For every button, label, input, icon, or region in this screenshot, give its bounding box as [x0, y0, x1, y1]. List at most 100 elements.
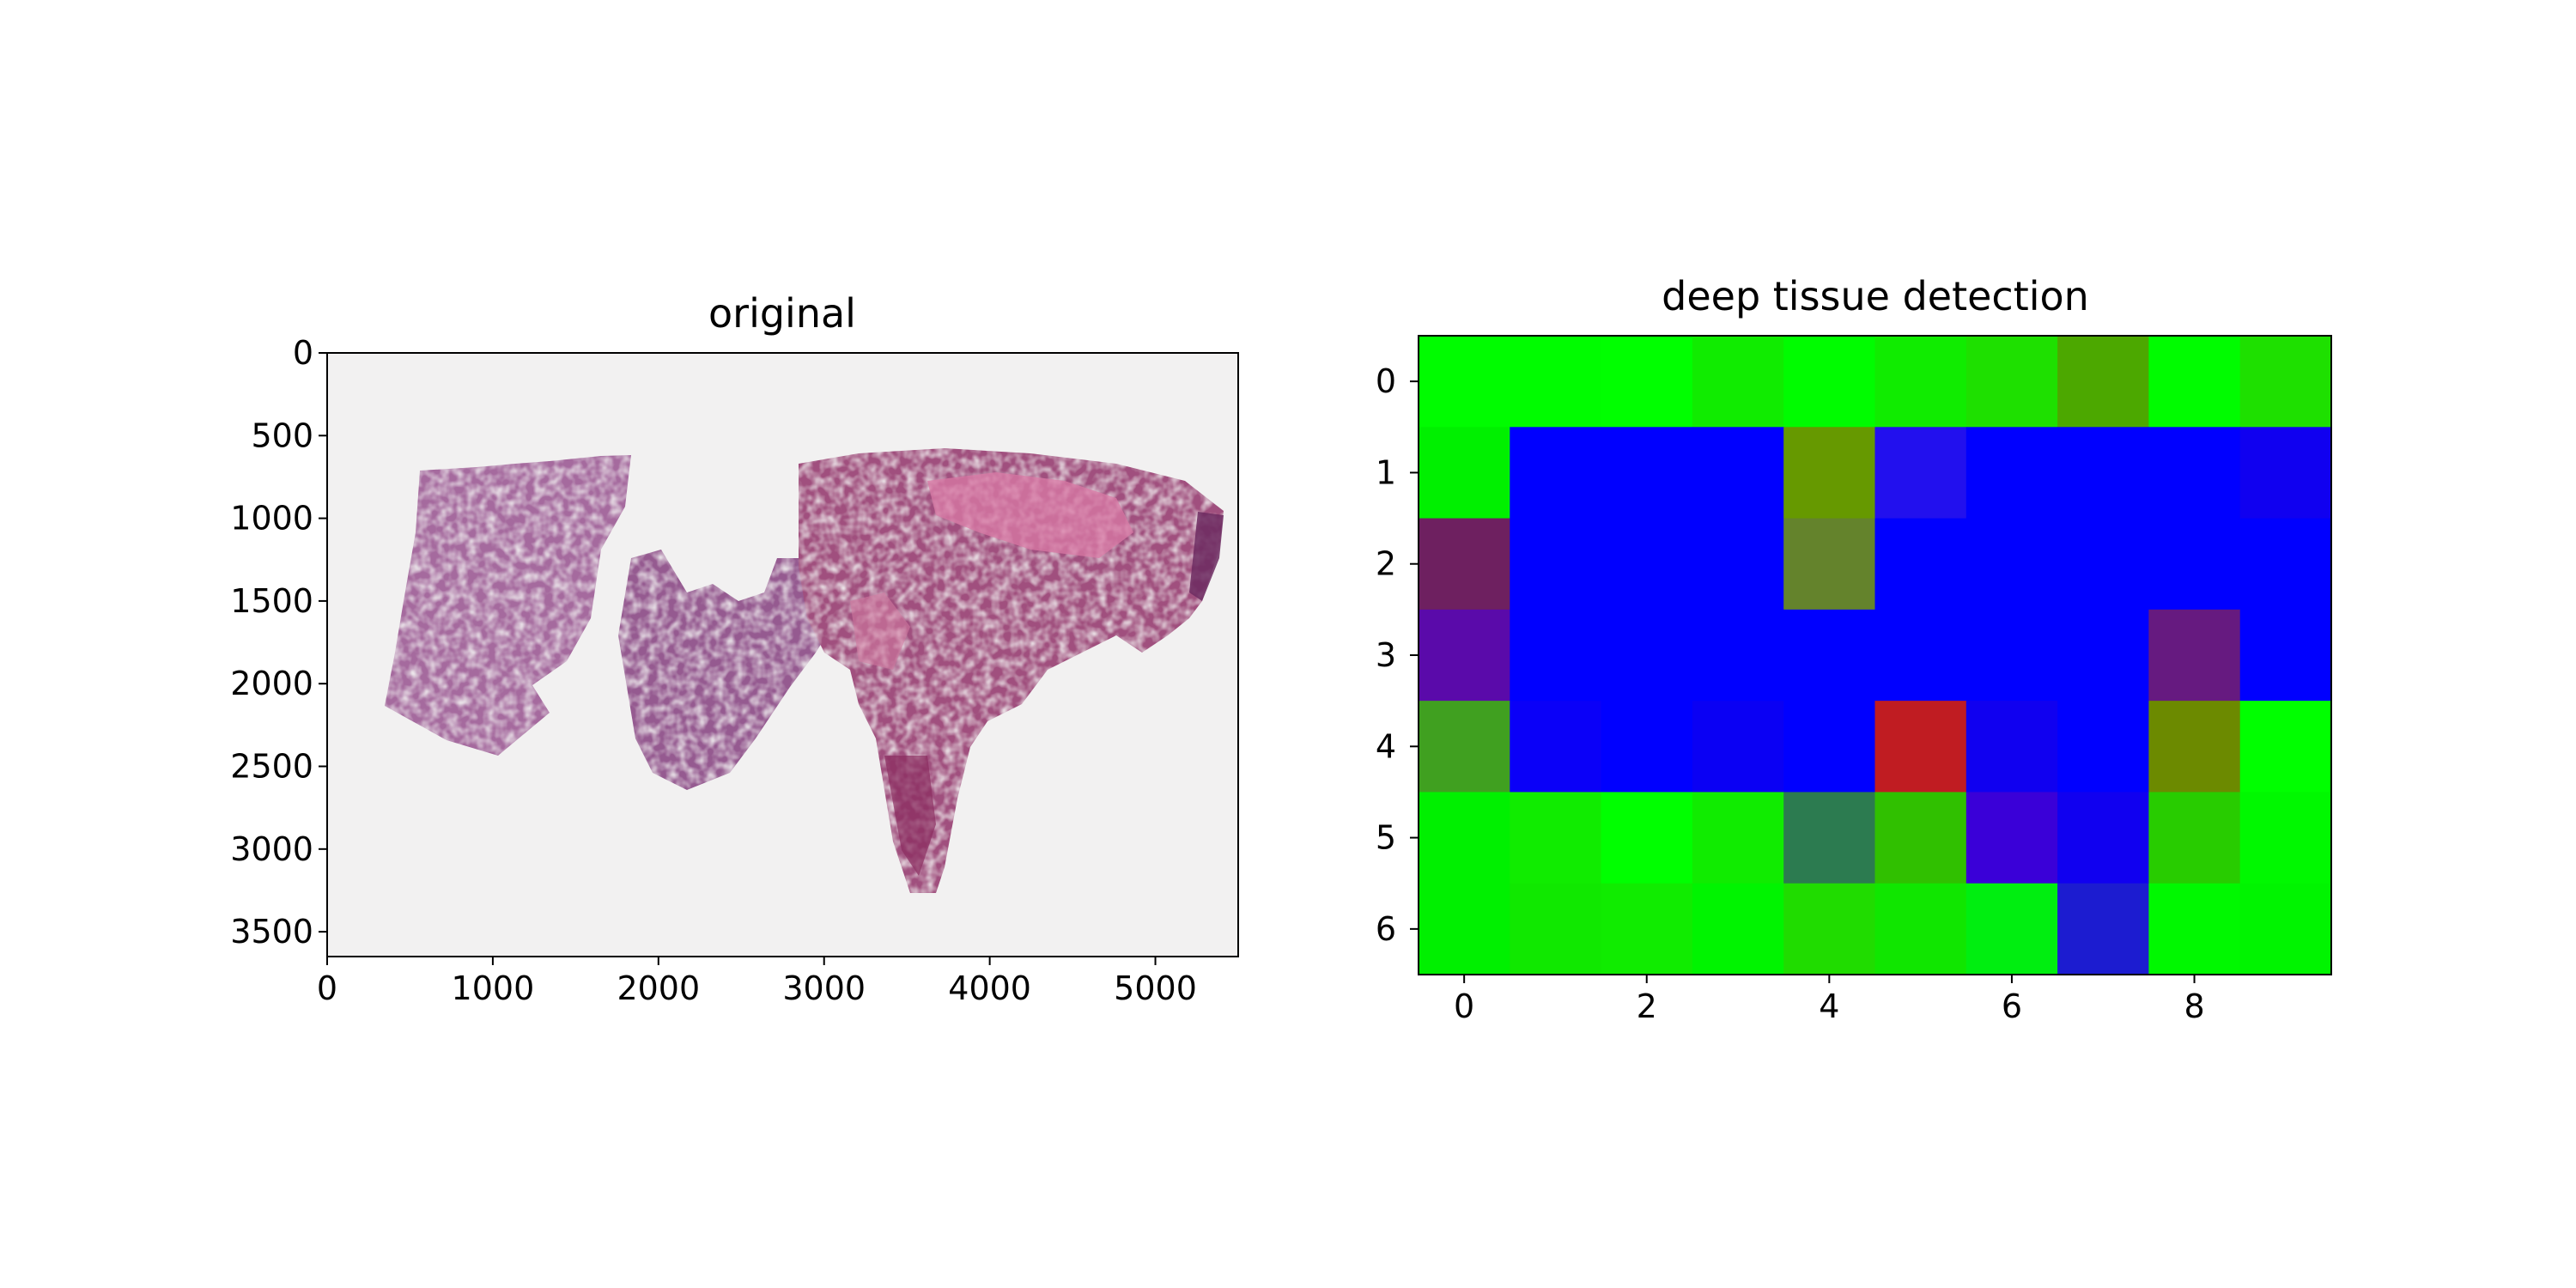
heatmap-cell [1874, 701, 1967, 793]
heatmap-cell [1874, 609, 1967, 702]
heatmap-cell [2239, 609, 2332, 702]
heatmap-cell [1601, 609, 1693, 702]
heatmap-cell [1965, 792, 2058, 884]
heatmap-cell [2148, 518, 2241, 611]
y-tick-label: 1 [1376, 453, 1396, 491]
heatmap-cell [2057, 883, 2149, 975]
heatmap-cell [2148, 609, 2241, 702]
tissue-fragment-left [385, 455, 631, 756]
y-tick-label: 6 [1376, 910, 1396, 948]
heatmap-cell [1692, 609, 1784, 702]
heatmap-cell [1601, 792, 1693, 884]
original-axis-ticks: 0 1000 2000 3000 4000 5000 0 500 1000 1500 2000 250… [230, 334, 1197, 1007]
heatmap-cell [1965, 883, 2058, 975]
y-tick-label: 3 [1376, 636, 1396, 674]
heatmap-cell [1510, 883, 1602, 975]
heatmap-cell [2239, 427, 2332, 519]
tissue-fragment-middle [618, 550, 837, 790]
heatmap-cell [1965, 427, 2058, 519]
heatmap-cell [1510, 701, 1602, 793]
heatmap-cell [1874, 883, 1967, 975]
tissue-dark-lower [884, 756, 936, 876]
x-tick-label: 4 [1819, 987, 1839, 1025]
heatmap-cell [2239, 792, 2332, 884]
heatmap-cell [1510, 336, 1602, 428]
heatmap-cell [1965, 336, 2058, 428]
heatmap-cell [2057, 792, 2149, 884]
heatmap-cell [1874, 427, 1967, 519]
heatmap-cell [1783, 792, 1876, 884]
heatmap-cell [1874, 792, 1967, 884]
x-tick-label: 2000 [617, 969, 700, 1007]
y-tick-label: 5 [1376, 819, 1396, 857]
heatmap-cell [1783, 883, 1876, 975]
y-tick-label: 0 [1376, 362, 1396, 400]
heatmap-cell [1510, 609, 1602, 702]
heatmap-cell [2148, 701, 2241, 793]
y-tick-label: 3000 [230, 830, 313, 868]
heatmap-cell [2148, 427, 2241, 519]
y-tick-label: 1000 [230, 500, 313, 538]
heatmap-cell [1510, 427, 1602, 519]
x-tick-label: 8 [2184, 987, 2204, 1025]
heatmap-cell [1874, 336, 1967, 428]
tissue-pink-region [927, 472, 1133, 558]
detection-title: deep tissue detection [1662, 273, 2089, 319]
heatmap-cell [2148, 883, 2241, 975]
detection-axis-ticks: 0 2 4 6 8 0 1 2 3 4 5 6 [1376, 362, 2205, 1025]
heatmap-cell [1692, 427, 1784, 519]
heatmap-cell [1510, 518, 1602, 611]
y-tick-label: 1500 [230, 582, 313, 620]
heatmap-cell [2148, 336, 2241, 428]
heatmap-cell [1692, 883, 1784, 975]
original-panel: original 0 1000 2000 3000 4000 5000 0 500 1000 15… [230, 290, 1239, 1007]
x-tick-label: 2 [1637, 987, 1657, 1025]
heatmap-cell [1965, 701, 2058, 793]
heatmap-cell [1419, 883, 1510, 975]
heatmap-cell [1419, 518, 1510, 611]
heatmap-cell [1419, 609, 1510, 702]
heatmap-cell [2239, 336, 2332, 428]
heatmap-cell [1783, 518, 1876, 611]
x-tick-label: 0 [1454, 987, 1474, 1025]
y-tick-label: 3500 [230, 913, 313, 951]
x-tick-label: 6 [2002, 987, 2022, 1025]
y-tick-label: 4 [1376, 727, 1396, 765]
heatmap-cell [2239, 883, 2332, 975]
heatmap-cell [1692, 701, 1784, 793]
y-tick-label: 0 [293, 334, 313, 372]
tissue-pink-region-2 [850, 592, 910, 670]
x-tick-label: 4000 [948, 969, 1031, 1007]
heatmap-cell [1783, 427, 1876, 519]
heatmap-cell [1510, 792, 1602, 884]
heatmap-cell [2239, 518, 2332, 611]
heatmap-cell [2057, 609, 2149, 702]
heatmap-cell [2148, 792, 2241, 884]
heatmap-cell [2057, 336, 2149, 428]
y-tick-label: 500 [251, 416, 313, 454]
original-title: original [708, 290, 856, 337]
heatmap-cell [2057, 427, 2149, 519]
x-tick-label: 1000 [452, 969, 535, 1007]
heatmap-cell [1874, 518, 1967, 611]
heatmap-cell [1783, 701, 1876, 793]
heatmap-cell [1601, 701, 1693, 793]
tissue-dark-edge [1189, 512, 1224, 601]
heatmap-cell [1419, 701, 1510, 793]
heatmap-cell [1783, 609, 1876, 702]
y-tick-label: 2000 [230, 665, 313, 702]
heatmap-cell [1783, 336, 1876, 428]
heatmap-cell [1601, 427, 1693, 519]
y-tick-label: 2 [1376, 545, 1396, 583]
heatmap-cell [1601, 883, 1693, 975]
heatmap-cells [1419, 336, 2332, 975]
heatmap-cell [2239, 701, 2332, 793]
heatmap-cell [1419, 427, 1510, 519]
x-tick-label: 0 [317, 969, 337, 1007]
heatmap-cell [1419, 792, 1510, 884]
heatmap-cell [2057, 518, 2149, 611]
detection-panel: deep tissue detection 0 2 4 6 8 0 1 2 3 4 5 6 [1376, 273, 2332, 1025]
heatmap-cell [1692, 336, 1784, 428]
x-tick-label: 5000 [1114, 969, 1197, 1007]
